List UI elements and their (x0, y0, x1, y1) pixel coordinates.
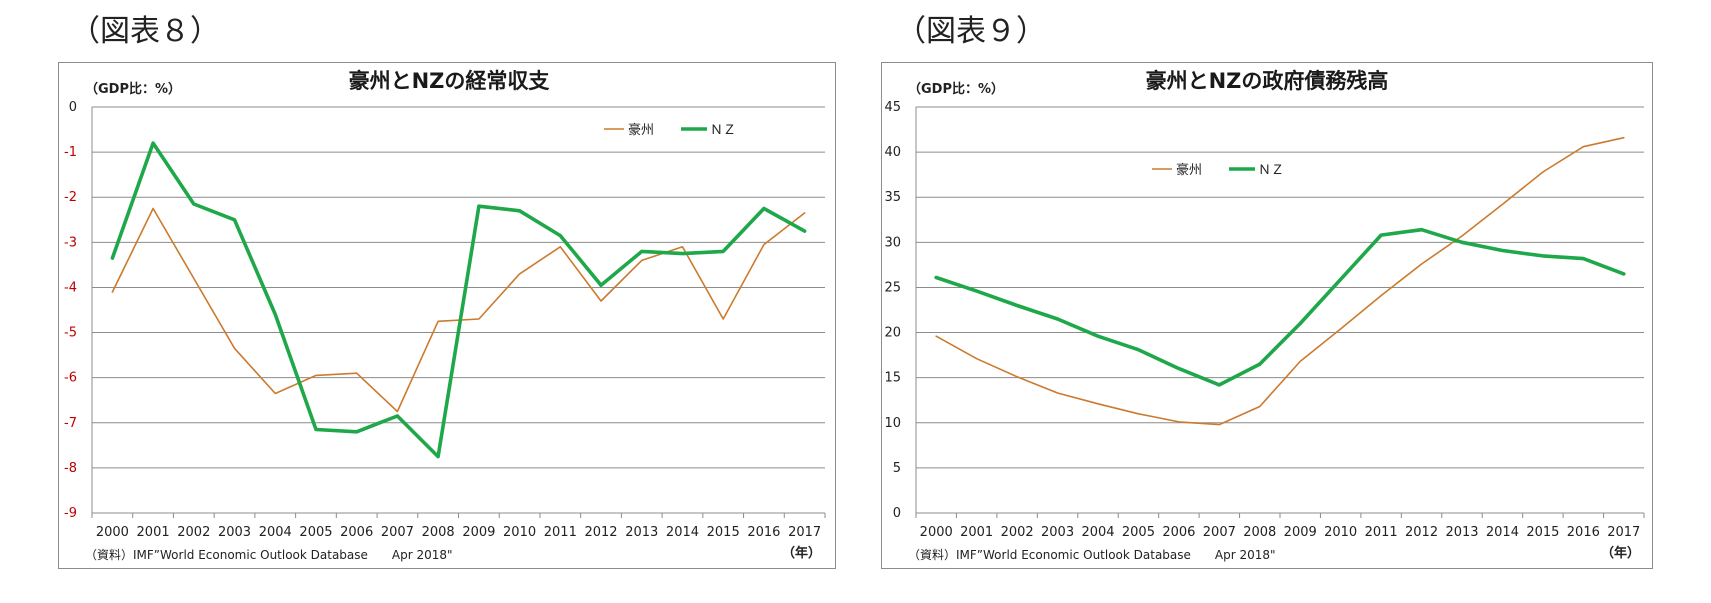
x-tick-label: 2010 (1324, 525, 1357, 540)
x-tick-label: 2000 (96, 525, 129, 540)
figure-8-label: （図表８） (70, 14, 220, 49)
x-tick-label: 2007 (1203, 525, 1236, 540)
x-tick-label: 2004 (1081, 525, 1114, 540)
y-tick-label: 15 (884, 371, 901, 386)
y-tick-label: -8 (64, 461, 77, 476)
x-tick-label: 2007 (381, 525, 414, 540)
x-tick-label: 2012 (1405, 525, 1438, 540)
x-tick-label: 2005 (299, 525, 332, 540)
y-tick-label: 10 (884, 416, 901, 431)
legend-label-nz: ＮＺ (1258, 163, 1284, 178)
government-debt-chart: 豪州とNZの政府債務残高 （GDP比：%） 0 5 10 15 20 25 30 35 40 45 20… (884, 69, 1645, 562)
x-tick-label: 2008 (1243, 525, 1276, 540)
x-tick-label: 2002 (177, 525, 210, 540)
y-tick-label: -5 (64, 326, 77, 341)
chart-title: 豪州とNZの経常収支 (349, 69, 551, 93)
x-tick-label: 2014 (1486, 525, 1519, 540)
x-tick-label: 2014 (666, 525, 699, 540)
chart-panel-government-debt: 豪州とNZの政府債務残高 （GDP比：%） 0 5 10 15 20 25 30 35 40 45 20… (881, 62, 1653, 569)
y-tick-label: 25 (884, 280, 901, 295)
y-tick-label: 5 (893, 461, 901, 476)
y-tick-label: -1 (64, 145, 77, 160)
x-tick-label: 2013 (625, 525, 658, 540)
x-tick-label: 2001 (960, 525, 993, 540)
figure-9-label: （図表９） (896, 14, 1046, 49)
x-tick-label: 2009 (462, 525, 495, 540)
y-axis-unit-label: （GDP比：%） (908, 81, 1004, 97)
x-tick-label: 2015 (707, 525, 740, 540)
y-tick-label: 20 (884, 326, 901, 341)
x-tick-label: 2006 (340, 525, 373, 540)
x-tick-label: 2001 (137, 525, 170, 540)
x-tick-label: 2000 (920, 525, 953, 540)
y-tick-label: 30 (884, 235, 901, 250)
x-tick-label: 2015 (1526, 525, 1559, 540)
chart-title: 豪州とNZの政府債務残高 (1146, 69, 1389, 93)
x-tick-label: 2006 (1162, 525, 1195, 540)
y-tick-label: 35 (884, 190, 901, 205)
y-axis-unit-label: （GDP比：%） (85, 81, 181, 97)
y-tick-label: 40 (884, 145, 901, 160)
x-tick-label: 2009 (1284, 525, 1317, 540)
x-axis-year-label: （年） (1601, 545, 1640, 561)
x-tick-label: 2012 (584, 525, 617, 540)
y-tick-label: -3 (64, 235, 77, 250)
x-axis-year-label: （年） (782, 545, 821, 561)
source-note: （資料）IMF”World Economic Outlook Database … (85, 548, 453, 562)
x-tick-label: 2016 (747, 525, 780, 540)
series-line-nz (110, 141, 807, 459)
x-tick-label: 2003 (1041, 525, 1074, 540)
x-tick-label: 2005 (1122, 525, 1155, 540)
x-tick-label: 2013 (1445, 525, 1478, 540)
legend-label-nz: ＮＺ (710, 123, 736, 138)
series-line-nz (934, 227, 1626, 387)
y-tick-label: -4 (64, 280, 77, 295)
legend-label-australia: 豪州 (1176, 162, 1202, 178)
x-tick-label: 2011 (1365, 525, 1398, 540)
chart-panel-current-account: 豪州とNZの経常収支 （GDP比：%） 0 -1 -2 -3 -4 -5 -6 -7 -8 -9 200… (58, 62, 836, 569)
series-line-australia (935, 136, 1625, 426)
x-tick-label: 2017 (788, 525, 821, 540)
legend-label-australia: 豪州 (628, 122, 654, 138)
x-tick-label: 2017 (1607, 525, 1640, 540)
y-tick-label: -2 (64, 190, 77, 205)
y-tick-label: -9 (64, 506, 77, 521)
y-tick-label: -6 (64, 371, 77, 386)
x-tick-label: 2010 (503, 525, 536, 540)
y-tick-label: 0 (893, 506, 901, 521)
y-tick-label: 0 (69, 100, 77, 115)
x-tick-label: 2011 (544, 525, 577, 540)
series-line-australia (111, 207, 806, 413)
x-tick-label: 2008 (422, 525, 455, 540)
y-tick-label: 45 (884, 100, 901, 115)
source-note: （資料）IMF”World Economic Outlook Database … (908, 548, 1276, 562)
x-tick-label: 2002 (1001, 525, 1034, 540)
x-tick-label: 2004 (259, 525, 292, 540)
x-tick-label: 2016 (1567, 525, 1600, 540)
x-tick-label: 2003 (218, 525, 251, 540)
current-account-chart: 豪州とNZの経常収支 （GDP比：%） 0 -1 -2 -3 -4 -5 -6 -7 -8 -9 200… (64, 69, 826, 562)
y-tick-label: -7 (64, 416, 77, 431)
